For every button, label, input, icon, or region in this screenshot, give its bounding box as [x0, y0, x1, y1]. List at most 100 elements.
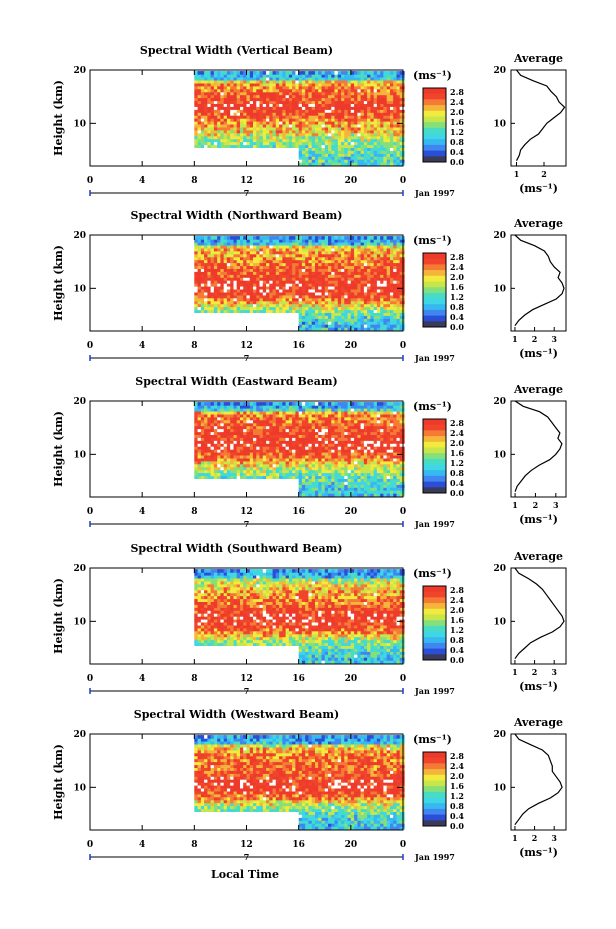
heatmap-cell: [396, 265, 402, 269]
heatmap-cell: [282, 132, 288, 137]
heatmap-cell: [315, 159, 320, 163]
heatmap-cell: [295, 402, 301, 406]
heatmap-cell: [318, 443, 324, 447]
heatmap-cell: [344, 115, 350, 119]
heatmap-cell: [308, 244, 314, 249]
heatmap-cell: [344, 324, 350, 328]
heatmap-cell: [285, 402, 291, 406]
heatmap-cell: [350, 300, 356, 305]
heatmap-cell: [337, 141, 343, 146]
heatmap-cell: [288, 85, 294, 90]
heatmap-cell: [367, 88, 373, 93]
heatmap-cell: [279, 283, 285, 287]
heatmap-cell: [213, 472, 219, 477]
heatmap-cell: [243, 428, 249, 433]
heatmap-cell: [367, 118, 373, 122]
heatmap-cell: [350, 312, 356, 316]
heatmap-cell: [360, 306, 366, 311]
heatmap-cell: [285, 405, 291, 409]
heatmap-cell: [305, 451, 311, 456]
heatmap-cell: [354, 150, 360, 154]
heatmap-cell: [383, 285, 389, 290]
heatmap-cell: [350, 262, 356, 267]
heatmap-cell: [288, 82, 294, 87]
heatmap-cell: [246, 268, 252, 272]
heatmap-cell: [370, 247, 376, 252]
heatmap-cell: [246, 123, 252, 128]
heatmap-cell: [285, 100, 291, 104]
heatmap-cell: [295, 280, 301, 284]
heatmap-cell: [386, 280, 392, 284]
heatmap-cell: [331, 129, 337, 134]
heatmap-cell: [350, 112, 356, 116]
heatmap-cell: [240, 419, 245, 424]
heatmap-cell: [334, 109, 340, 113]
heatmap-cell: [383, 76, 389, 81]
heatmap-cell: [357, 283, 363, 287]
heatmap-cell: [207, 410, 213, 415]
heatmap-cell: [298, 91, 304, 96]
heatmap-cell: [200, 434, 206, 438]
heatmap-cell: [266, 112, 272, 116]
heatmap-cell: [272, 437, 278, 441]
heatmap-cell: [272, 309, 278, 313]
heatmap-cell: [354, 106, 360, 110]
heatmap-cell: [223, 138, 229, 143]
heatmap-cell: [386, 126, 392, 131]
heatmap-cell: [213, 132, 219, 137]
heatmap-cell: [328, 443, 333, 447]
colorbar-swatch: [423, 281, 446, 288]
heatmap-cell: [262, 123, 268, 128]
heatmap-cell: [292, 297, 298, 302]
heatmap-cell: [318, 312, 324, 316]
heatmap-cell: [230, 262, 236, 267]
heatmap-cell: [380, 156, 386, 160]
heatmap-cell: [324, 463, 330, 468]
heatmap-cell: [357, 318, 363, 322]
heatmap-cell: [194, 250, 200, 255]
heatmap-cell: [213, 239, 219, 243]
heatmap-cell: [269, 451, 275, 456]
heatmap-cell: [243, 109, 249, 113]
heatmap-cell: [269, 250, 275, 255]
heatmap-cell: [341, 141, 347, 146]
heatmap-cell: [194, 460, 200, 465]
heatmap-cell: [223, 118, 229, 122]
heatmap-cell: [253, 460, 258, 465]
heatmap-cell: [220, 280, 226, 284]
heatmap-cell: [282, 469, 288, 474]
heatmap-cell: [285, 431, 291, 435]
heatmap-cell: [207, 300, 213, 305]
heatmap-cell: [207, 443, 213, 447]
heatmap-cell: [243, 274, 249, 278]
heatmap-cell: [337, 236, 343, 240]
heatmap-cell: [262, 451, 268, 456]
heatmap-cell: [204, 469, 210, 474]
heatmap-cell: [301, 239, 307, 243]
heatmap-cell: [200, 138, 206, 143]
heatmap-cell: [370, 150, 376, 154]
heatmap-cell: [350, 303, 356, 308]
heatmap-cell: [288, 253, 294, 258]
heatmap-cell: [275, 256, 281, 261]
heatmap-cell: [321, 103, 327, 107]
heatmap-cell: [236, 239, 242, 243]
heatmap-cell: [194, 428, 200, 433]
heatmap-cell: [256, 413, 262, 418]
colorbar-swatch: [423, 116, 446, 123]
heatmap-cell: [275, 262, 281, 267]
heatmap-cell: [279, 100, 285, 104]
heatmap-cell: [246, 288, 252, 293]
heatmap-cell: [249, 91, 255, 96]
heatmap-cell: [233, 239, 239, 243]
heatmap-cell: [226, 407, 232, 412]
heatmap-cell: [292, 123, 298, 128]
heatmap-cell: [357, 244, 363, 249]
heatmap-cell: [279, 469, 285, 474]
heatmap-cell: [272, 416, 278, 421]
heatmap-cell: [311, 318, 317, 322]
heatmap-cell: [331, 256, 337, 261]
heatmap-cell: [390, 239, 395, 243]
heatmap-cell: [292, 132, 298, 137]
heatmap-cell: [399, 265, 405, 269]
